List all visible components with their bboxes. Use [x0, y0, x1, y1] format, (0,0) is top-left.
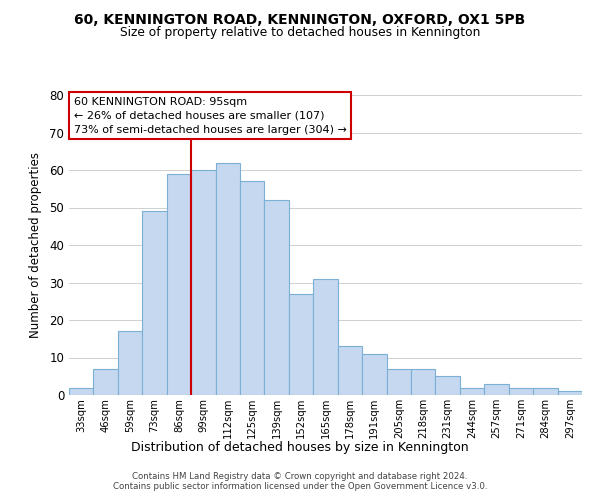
Bar [460, 388, 484, 395]
Text: Size of property relative to detached houses in Kennington: Size of property relative to detached ho… [120, 26, 480, 39]
Text: 60, KENNINGTON ROAD, KENNINGTON, OXFORD, OX1 5PB: 60, KENNINGTON ROAD, KENNINGTON, OXFORD,… [74, 12, 526, 26]
Bar [411, 369, 436, 395]
Bar [362, 354, 386, 395]
Bar [142, 211, 167, 395]
Bar [69, 388, 94, 395]
Bar [118, 331, 142, 395]
Bar [313, 279, 338, 395]
Bar [338, 346, 362, 395]
Bar [557, 391, 582, 395]
Text: Distribution of detached houses by size in Kennington: Distribution of detached houses by size … [131, 441, 469, 454]
Bar [386, 369, 411, 395]
Bar [509, 388, 533, 395]
Bar [215, 162, 240, 395]
Bar [191, 170, 215, 395]
Bar [265, 200, 289, 395]
Y-axis label: Number of detached properties: Number of detached properties [29, 152, 43, 338]
Bar [167, 174, 191, 395]
Bar [484, 384, 509, 395]
Bar [533, 388, 557, 395]
Text: Contains HM Land Registry data © Crown copyright and database right 2024.: Contains HM Land Registry data © Crown c… [132, 472, 468, 481]
Text: 60 KENNINGTON ROAD: 95sqm
← 26% of detached houses are smaller (107)
73% of semi: 60 KENNINGTON ROAD: 95sqm ← 26% of detac… [74, 97, 347, 135]
Bar [94, 369, 118, 395]
Bar [240, 181, 265, 395]
Bar [289, 294, 313, 395]
Bar [436, 376, 460, 395]
Text: Contains public sector information licensed under the Open Government Licence v3: Contains public sector information licen… [113, 482, 487, 491]
